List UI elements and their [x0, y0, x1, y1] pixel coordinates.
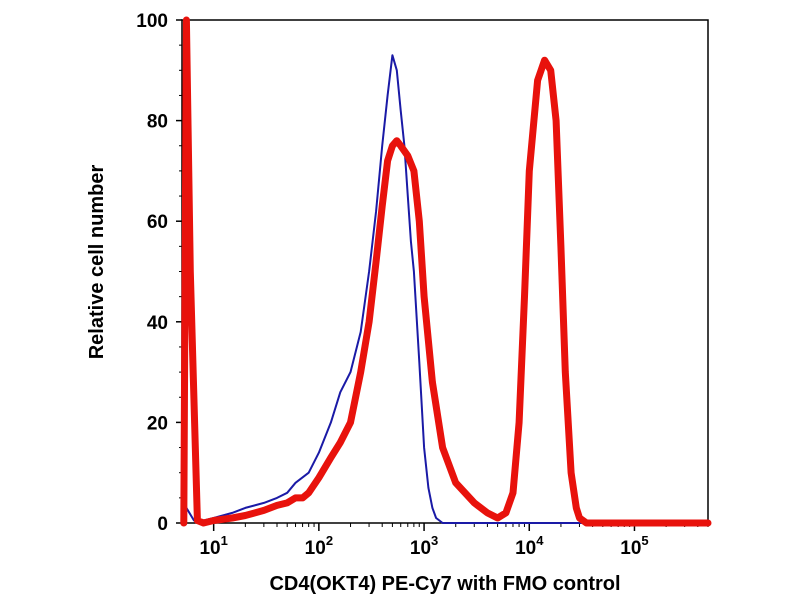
x-tick-label: 101 — [199, 533, 227, 559]
series-line-red — [180, 16, 712, 527]
x-tick-label: 104 — [515, 533, 544, 559]
x-axis-ticks: 101 102 103 104 105 — [199, 523, 709, 559]
y-tick-label: 0 — [157, 514, 168, 535]
x-tick-label: 102 — [305, 533, 333, 559]
y-tick-label: 100 — [136, 11, 168, 32]
y-tick-label: 20 — [147, 413, 168, 434]
x-tick-label: 105 — [620, 533, 648, 559]
y-tick-label: 60 — [147, 212, 168, 233]
y-axis-title: Relative cell number — [86, 165, 108, 360]
y-axis-ticks: 0 20 40 60 80 100 — [136, 11, 182, 535]
x-axis-title: CD4(OKT4) PE-Cy7 with FMO control — [269, 573, 620, 595]
y-tick-label: 40 — [147, 313, 168, 334]
series-line-blue — [182, 54, 709, 524]
series-layer — [180, 16, 712, 527]
y-tick-label: 80 — [147, 112, 168, 133]
x-tick-label: 103 — [410, 533, 438, 559]
